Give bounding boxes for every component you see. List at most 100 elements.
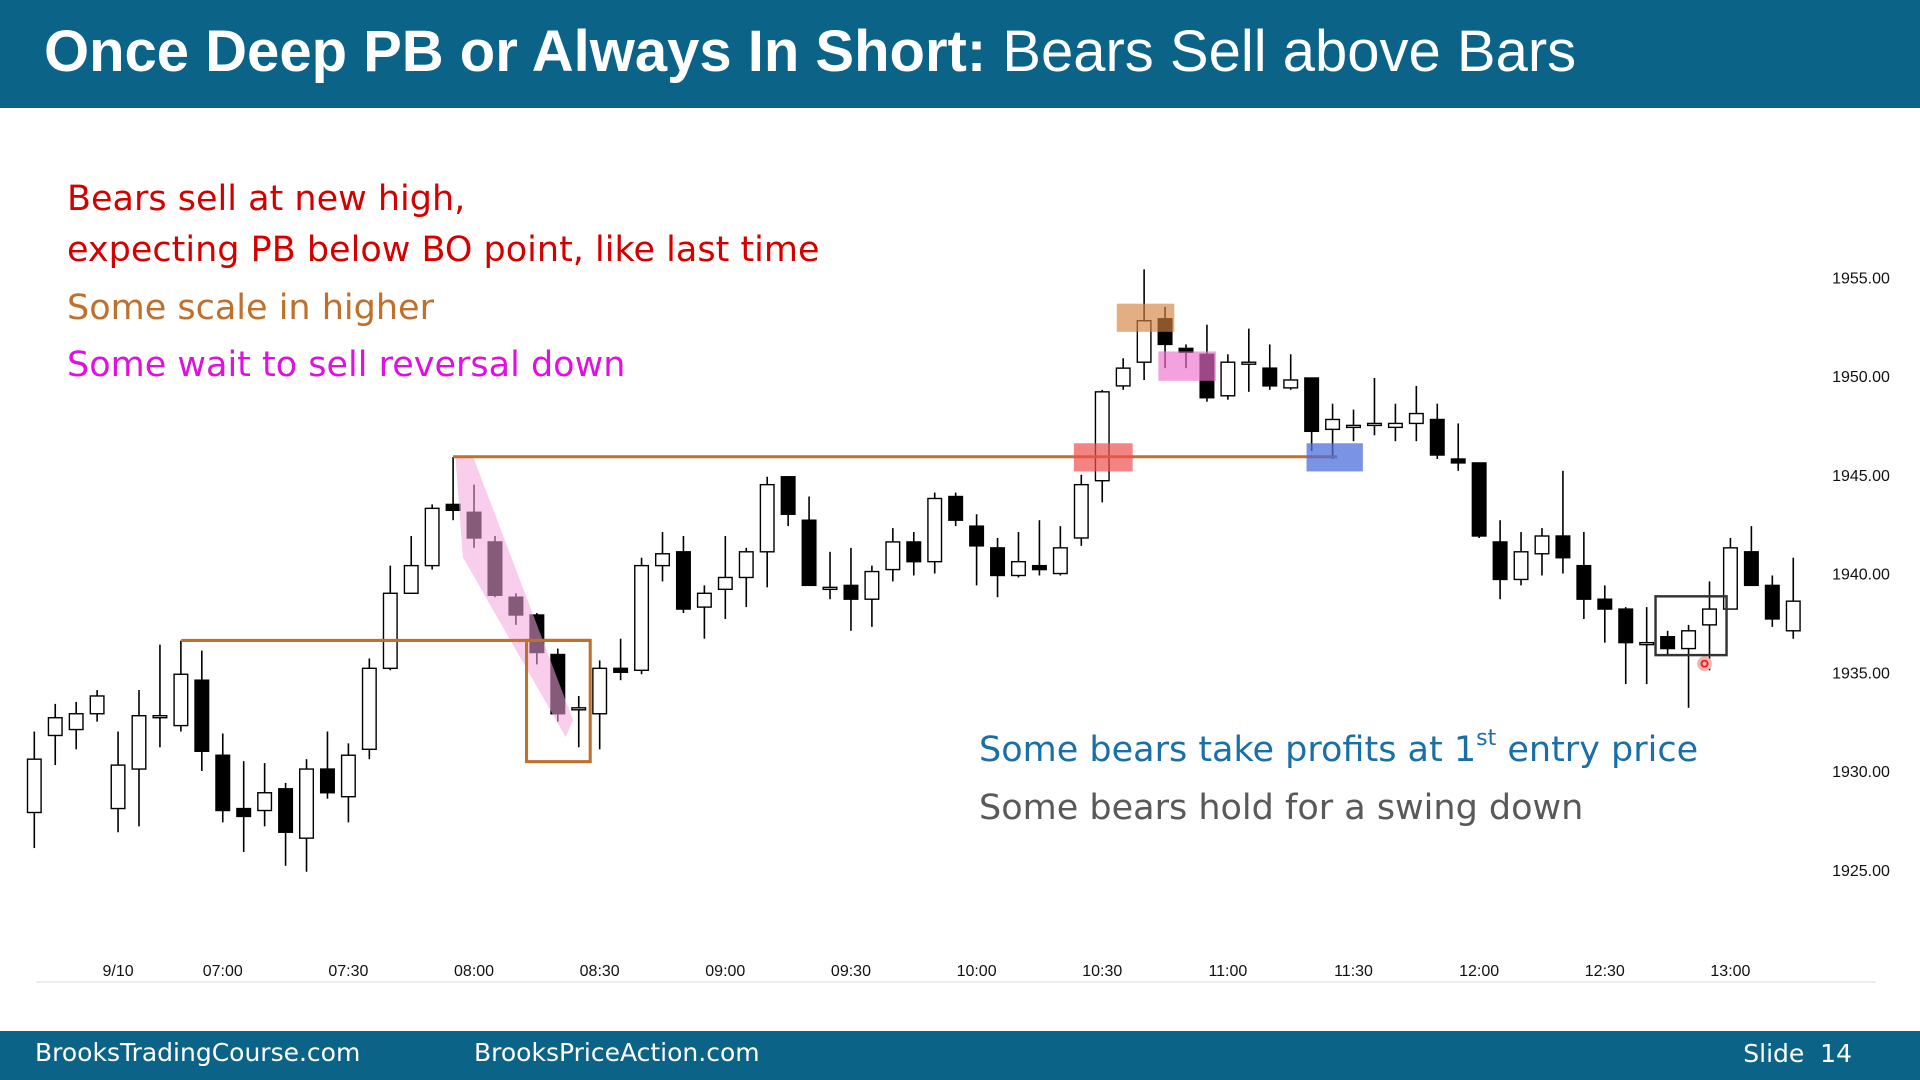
footer-right: Slide 14 [1743, 1039, 1852, 1068]
candle-body [1743, 551, 1759, 587]
candle-body [780, 476, 796, 515]
candle-body [1513, 551, 1529, 581]
entry-box [1654, 595, 1728, 657]
x-tick-label: 12:30 [1585, 963, 1625, 980]
candle-body [675, 551, 691, 610]
candle-body [236, 807, 252, 818]
candle-body [906, 541, 922, 563]
annotation: Some bears hold for a swing down [979, 788, 1583, 828]
x-tick-label: 9/10 [102, 963, 133, 980]
candle-body [571, 707, 587, 711]
candle-body [801, 519, 817, 587]
footer-left: BrooksTradingCourse.com [35, 1038, 360, 1067]
candle-body [299, 768, 315, 839]
candle-body [47, 717, 63, 737]
candle-body [445, 503, 461, 512]
candle-body [1639, 641, 1655, 646]
candle-body [361, 667, 377, 751]
x-tick-label: 09:00 [705, 963, 745, 980]
candle-body [927, 497, 943, 563]
candle-body [1241, 361, 1257, 365]
candle-body [1283, 379, 1299, 389]
candle-body [1660, 636, 1676, 650]
annotation: Some wait to sell reversal down [67, 345, 625, 385]
candle-body [1366, 422, 1382, 427]
candle-body [152, 715, 168, 719]
x-tick-label: 10:30 [1082, 963, 1122, 980]
x-tick-label: 13:00 [1710, 963, 1750, 980]
candle-body [110, 764, 126, 810]
candle-body [1304, 377, 1320, 433]
candle-body [1031, 564, 1047, 571]
candle-body [592, 667, 608, 715]
candle-body [319, 768, 335, 794]
candle-body [655, 553, 671, 567]
candle-body [1073, 483, 1089, 539]
candle-body [1010, 560, 1026, 577]
candle-body [1387, 422, 1403, 429]
blue-zone [1306, 443, 1363, 472]
candle-body [1555, 535, 1571, 559]
candle-body [1722, 547, 1738, 610]
candle-body [1450, 458, 1466, 464]
annotation-part: entry price [1496, 730, 1698, 770]
x-tick-label: 07:30 [328, 963, 368, 980]
y-tick-label: 1955.00 [1832, 270, 1890, 287]
candle-body [969, 525, 985, 547]
candle-body [382, 592, 398, 670]
candle-body [1115, 367, 1131, 387]
candle-body [1408, 412, 1424, 425]
candle-body [990, 547, 1006, 577]
candle-body [1346, 424, 1362, 429]
entry-dot [1700, 659, 1709, 668]
y-tick-label: 1935.00 [1832, 665, 1890, 682]
title-bar [0, 0, 1920, 108]
candle-body [1576, 564, 1592, 600]
candle-body [340, 754, 356, 798]
bear-channel [455, 455, 574, 738]
candle-body [194, 679, 210, 752]
candle-body [403, 564, 419, 594]
candle-body [68, 713, 84, 731]
candle-body [424, 507, 440, 567]
candle-body [738, 551, 754, 579]
candle-body [1262, 367, 1278, 387]
candle-body [131, 715, 147, 770]
candle-body [173, 673, 189, 727]
x-tick-label: 09:30 [831, 963, 871, 980]
entry-dot-halo [1697, 656, 1712, 672]
candle-body [26, 758, 42, 814]
candle-body [1597, 598, 1613, 610]
candle-body [1429, 418, 1445, 456]
candle-body [1471, 462, 1487, 537]
y-tick-label: 1930.00 [1832, 764, 1890, 781]
title-rest: Bears Sell above Bars [1002, 19, 1576, 84]
red-zone [1073, 443, 1133, 472]
candle-body [1764, 584, 1780, 620]
annotation: expecting PB below BO point, like last t… [67, 230, 820, 270]
candle-body [257, 792, 273, 812]
annotation: Some bears take profits at 1st entry pri… [979, 726, 1698, 770]
y-tick-label: 1950.00 [1832, 369, 1890, 386]
x-tick-label: 12:00 [1459, 963, 1499, 980]
candle-body [1618, 608, 1634, 644]
footer-mid: BrooksPriceAction.com [474, 1038, 760, 1067]
candle-body [1701, 608, 1717, 626]
scale-in-zone [1116, 303, 1175, 332]
x-tick-label: 07:00 [203, 963, 243, 980]
candle-body [89, 695, 105, 715]
x-tick-label: 08:00 [454, 963, 494, 980]
candle-body [1681, 630, 1697, 650]
candle-body [1785, 600, 1801, 632]
candle-body [613, 667, 629, 673]
candle-body [1325, 418, 1341, 431]
candle-body [843, 584, 859, 600]
candle-body [634, 564, 650, 672]
candles [26, 269, 1801, 872]
candle-body [278, 788, 294, 833]
x-tick-label: 08:30 [580, 963, 620, 980]
candle-body [215, 754, 231, 812]
candle-body [822, 586, 838, 591]
candle-body [1052, 547, 1068, 575]
